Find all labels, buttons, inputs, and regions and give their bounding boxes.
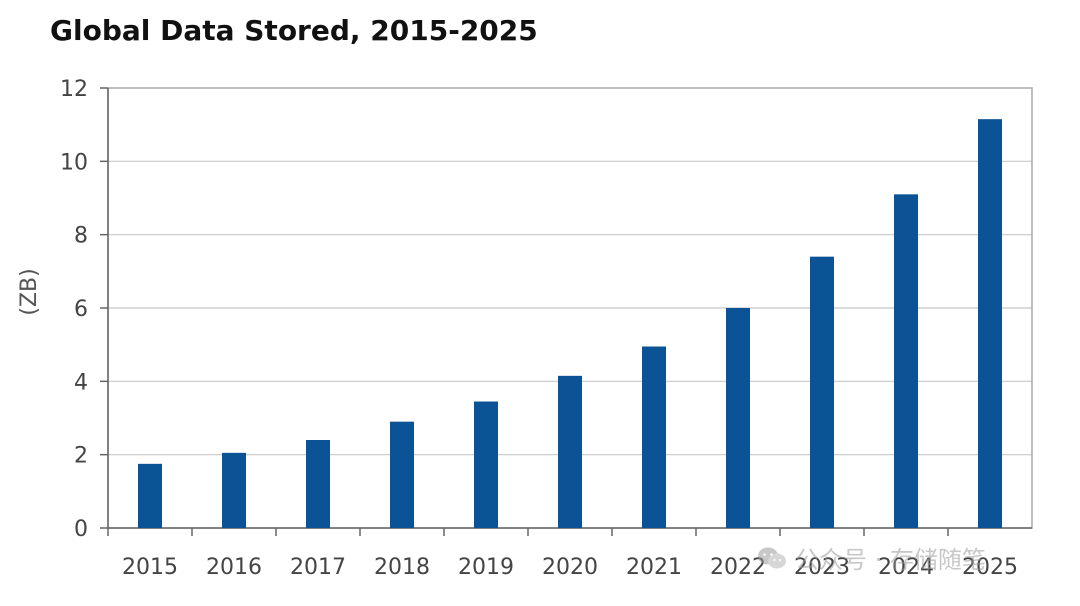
bar-2025 [978, 119, 1002, 529]
y-tick-label: 0 [74, 517, 88, 542]
y-tick-label: 6 [74, 297, 88, 322]
x-tick-label: 2019 [458, 555, 514, 580]
y-tick-label: 8 [74, 224, 88, 249]
bar-2020 [558, 375, 582, 528]
x-tick-label: 2018 [374, 555, 430, 580]
bar-2018 [390, 421, 414, 528]
x-tick-label: 2015 [122, 555, 178, 580]
x-tick-label: 2021 [626, 555, 682, 580]
bar-2019 [474, 401, 498, 528]
bar-2024 [894, 194, 918, 529]
bar-2016 [222, 452, 246, 528]
x-tick-label: 2022 [710, 555, 766, 580]
x-tick-label: 2023 [794, 555, 850, 580]
bar-2022 [726, 308, 750, 528]
bars [138, 119, 1002, 529]
bar-2015 [138, 463, 162, 528]
x-tick-label: 2017 [290, 555, 346, 580]
y-tick-label: 10 [60, 150, 88, 175]
y-tick-label: 12 [60, 77, 88, 102]
x-tick-label: 2024 [878, 555, 934, 580]
chart-title: Global Data Stored, 2015-2025 [50, 14, 538, 47]
x-tick-label: 2025 [962, 555, 1018, 580]
bar-2023 [810, 256, 834, 528]
y-axis-ticks: 0 2 4 6 8 10 12 [60, 77, 108, 542]
x-axis-ticks: 2015 2016 2017 2018 2019 2020 2021 2022 2023 2024… [122, 528, 1018, 580]
x-tick-label: 2016 [206, 555, 262, 580]
bar-2021 [642, 346, 666, 528]
bar-2017 [306, 440, 330, 528]
x-tick-label: 2020 [542, 555, 598, 580]
y-tick-label: 2 [74, 444, 88, 469]
y-axis-label: (ZB) [17, 268, 42, 315]
y-tick-label: 4 [74, 370, 88, 395]
